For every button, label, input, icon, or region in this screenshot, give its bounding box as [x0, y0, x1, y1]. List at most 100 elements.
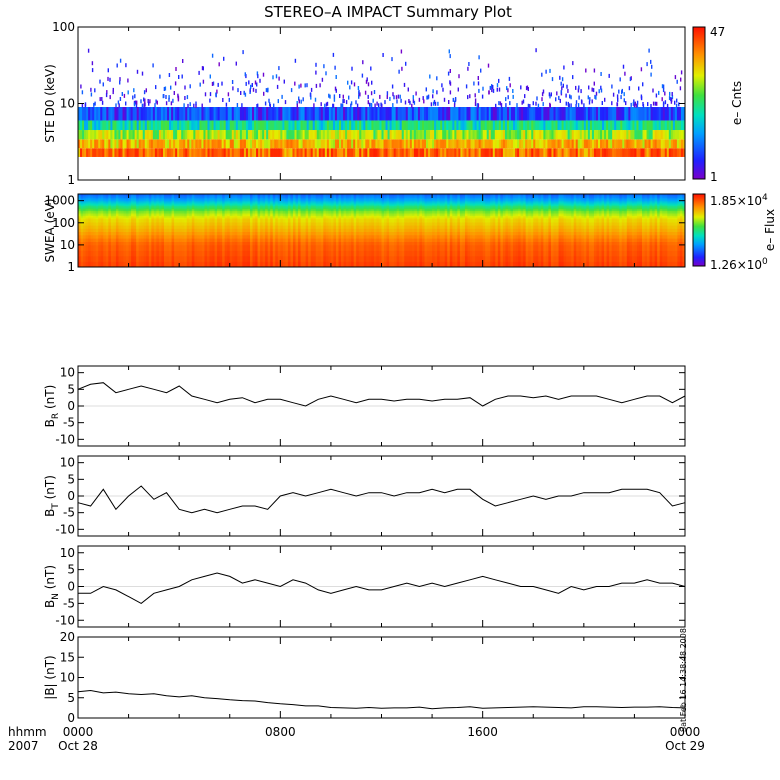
swea-cell	[161, 231, 165, 236]
swea-cell	[237, 207, 241, 210]
swea-cell	[201, 215, 205, 218]
swea-cell	[204, 218, 208, 223]
swea-cell	[292, 234, 296, 239]
swea-cell	[98, 212, 102, 215]
swea-cell	[179, 231, 183, 236]
swea-cell	[113, 234, 117, 239]
swea-cell	[257, 241, 261, 246]
swea-cell	[275, 213, 279, 216]
ste-cell	[583, 120, 587, 131]
swea-cell	[166, 208, 170, 211]
ste-cell	[454, 130, 457, 140]
swea-cell	[184, 203, 188, 205]
swea-cell	[242, 197, 246, 200]
swea-cell	[126, 238, 129, 242]
ste-cell	[148, 130, 152, 140]
ste-cell	[476, 120, 480, 131]
swea-cell	[85, 198, 89, 202]
ste-speck	[412, 95, 414, 100]
ste-speck	[93, 102, 95, 107]
ste-speck	[478, 88, 480, 93]
swea-cell	[191, 201, 195, 204]
swea-cell	[141, 212, 145, 215]
ste-cell	[411, 130, 415, 140]
ste-cell	[247, 107, 251, 121]
ste-cell	[464, 148, 467, 157]
ste-cell	[254, 120, 257, 131]
swea-cell	[265, 208, 269, 211]
swea-cell	[93, 234, 97, 239]
ste-cell	[90, 130, 93, 140]
ste-cell	[94, 107, 97, 121]
ste-speck	[172, 98, 174, 103]
ste-cell	[128, 107, 131, 121]
swea-cell	[85, 201, 89, 204]
ste-speck	[302, 97, 304, 102]
swea-cell	[212, 204, 215, 206]
ste-cell	[308, 107, 312, 121]
swea-cell	[95, 197, 99, 200]
swea-cell	[186, 194, 190, 197]
swea-cell	[171, 241, 175, 246]
ste-speck	[457, 87, 459, 92]
swea-cell	[118, 194, 122, 197]
swea-cell	[174, 231, 178, 236]
ste-cell	[551, 107, 554, 121]
swea-cell	[275, 255, 279, 262]
swea-cell	[78, 228, 81, 232]
swea-cell	[156, 241, 160, 246]
swea-cell	[179, 215, 183, 218]
swea-cell	[146, 212, 150, 215]
ste-cell	[486, 120, 490, 131]
swea-cell	[184, 222, 188, 226]
ste-cell	[189, 130, 192, 140]
swea-cell	[280, 255, 284, 262]
ste-cell	[593, 120, 597, 131]
ste-cell	[213, 120, 216, 131]
swea-cell	[252, 261, 256, 268]
swea-cell	[247, 261, 251, 268]
swea-cell	[115, 215, 119, 218]
swea-cell	[181, 207, 185, 210]
ste-speck	[548, 92, 551, 97]
swea-cell	[277, 208, 281, 211]
ste-cell	[191, 130, 194, 140]
swea-cell	[282, 215, 286, 218]
ste-cell	[545, 148, 548, 157]
swea-cell	[85, 234, 89, 239]
ste-cell	[241, 148, 245, 157]
swea-cell	[189, 244, 193, 251]
swea-cell	[169, 255, 172, 262]
ste-cell	[395, 148, 399, 157]
swea-cell	[308, 200, 312, 203]
swea-cell	[247, 228, 251, 232]
swea-cell	[234, 218, 238, 223]
swea-cell	[335, 234, 339, 239]
swea-cell	[249, 207, 253, 210]
swea-cell	[303, 228, 307, 232]
swea-cell	[83, 241, 86, 246]
ste-speck	[332, 103, 334, 108]
swea-cell	[184, 197, 188, 200]
ste-cell	[640, 107, 643, 121]
swea-cell	[98, 215, 102, 218]
swea-cell	[184, 200, 188, 203]
swea-cell	[191, 197, 195, 200]
swea-cell	[287, 201, 291, 204]
swea-cell	[166, 213, 170, 216]
ste-speck	[277, 99, 279, 104]
swea-cell	[234, 195, 238, 198]
ste-cell	[630, 139, 633, 149]
ste-cell	[628, 107, 631, 121]
ste-cell	[219, 120, 223, 131]
swea-cell	[201, 194, 205, 197]
swea-cell	[169, 213, 172, 216]
swea-cell	[260, 212, 264, 215]
ste-cell	[616, 148, 619, 157]
ste-cell	[130, 139, 134, 149]
swea-cell	[103, 205, 107, 208]
swea-cell	[105, 225, 109, 229]
ste-speck	[353, 82, 356, 87]
ste-cell	[551, 139, 554, 149]
swea-cell	[249, 203, 253, 205]
